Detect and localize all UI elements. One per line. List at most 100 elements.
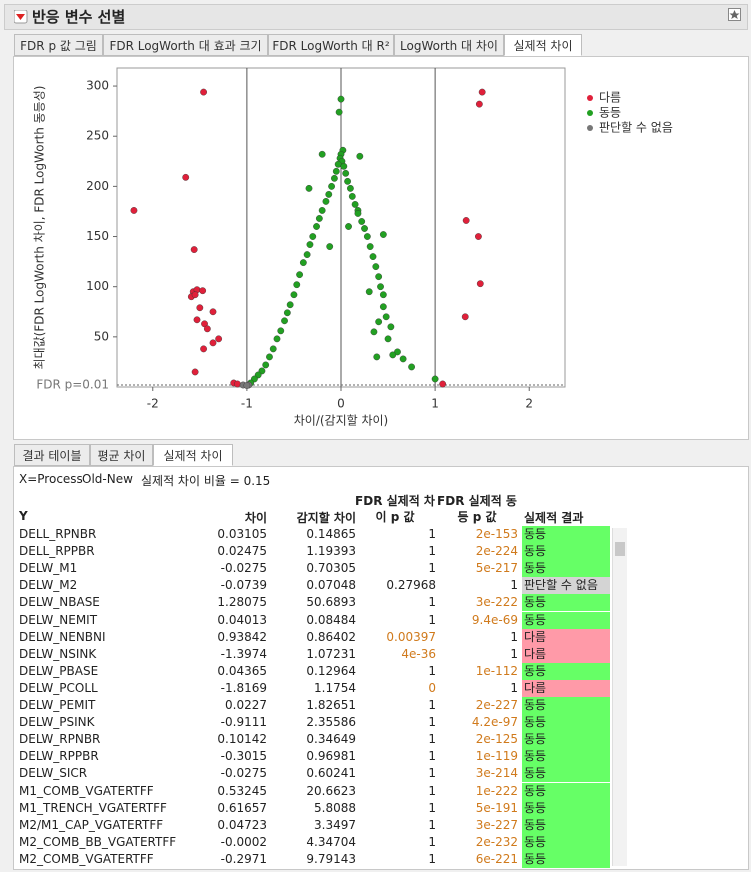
cell: DELW_SICR xyxy=(19,766,88,781)
point xyxy=(269,345,277,353)
point xyxy=(130,207,138,214)
cell: 1 xyxy=(428,834,436,849)
point xyxy=(290,291,298,299)
point xyxy=(342,169,350,177)
tab[interactable]: FDR p 값 그림 xyxy=(14,34,103,56)
tab[interactable]: FDR LogWorth 대 R² xyxy=(268,34,394,56)
x-tick-label: -1 xyxy=(241,397,253,411)
cell: -0.0739 xyxy=(220,578,267,593)
y-tick-label: 300 xyxy=(86,79,109,93)
point xyxy=(200,345,207,353)
cell: 0.34649 xyxy=(306,732,356,747)
cell: 0 xyxy=(428,680,436,695)
point xyxy=(277,327,285,335)
cell: 1 xyxy=(510,578,518,593)
cell: 1e-119 xyxy=(475,749,518,764)
point xyxy=(196,304,204,312)
point xyxy=(379,231,387,238)
point xyxy=(375,318,383,326)
cell: 3e-227 xyxy=(475,817,518,832)
result-cell: 동등 xyxy=(522,799,610,817)
cell: 9.79143 xyxy=(306,851,356,866)
cell: -1.8169 xyxy=(220,680,267,695)
tab[interactable]: 실제적 차이 xyxy=(153,444,233,466)
point xyxy=(382,313,390,321)
x-tick-label: -2 xyxy=(147,397,159,411)
column-header: 차이 xyxy=(244,511,267,525)
column-header: FDR 실제적 동등 p 값 xyxy=(437,494,517,524)
cell: 1 xyxy=(428,783,436,798)
cell: 2e-125 xyxy=(475,732,518,747)
point xyxy=(306,241,314,248)
cell: -0.2971 xyxy=(220,851,267,866)
tab[interactable]: FDR LogWorth 대 효과 크기 xyxy=(103,34,268,56)
cell: -0.0275 xyxy=(220,561,267,576)
point xyxy=(200,88,207,96)
table-info: Old-New xyxy=(82,472,133,486)
scroll-thumb[interactable] xyxy=(615,542,625,556)
result-cell: 다름 xyxy=(522,628,610,646)
point xyxy=(299,259,307,267)
point xyxy=(315,215,323,222)
cell: DELL_RPPBR xyxy=(19,544,95,559)
cell: 6e-221 xyxy=(475,851,518,866)
cell: 0.60241 xyxy=(306,766,356,781)
point xyxy=(372,263,380,271)
legend-label: 동등 xyxy=(599,106,621,120)
point xyxy=(439,380,447,388)
tab[interactable]: 평균 차이 xyxy=(90,444,153,466)
y-tick-label: 150 xyxy=(86,229,109,243)
cell: DELW_PEMIT xyxy=(19,698,96,712)
point xyxy=(286,301,294,309)
result-cell: 동등 xyxy=(522,765,610,783)
cell: 0.70305 xyxy=(306,561,356,576)
column-header: FDR 실제적 차이 p 값 xyxy=(355,494,435,524)
cell: 0.86402 xyxy=(306,629,356,644)
point xyxy=(475,233,482,240)
tab[interactable]: 결과 테이블 xyxy=(14,444,90,466)
tab[interactable]: LogWorth 대 차이 xyxy=(394,34,504,56)
cell: 1 xyxy=(428,851,436,866)
point xyxy=(283,309,291,317)
cell: 1 xyxy=(510,680,518,695)
column-header: 감지할 차이 xyxy=(296,511,356,525)
scrollbar[interactable] xyxy=(612,528,627,866)
point xyxy=(325,190,333,198)
point xyxy=(365,288,373,296)
result-cell: 동등 xyxy=(522,697,610,714)
point xyxy=(478,88,486,96)
menu-icon[interactable] xyxy=(728,8,742,22)
table-info: 실제적 차이 비율 = 0.15 xyxy=(141,474,271,488)
cell: 0.53245 xyxy=(217,783,267,798)
cell: 2e-153 xyxy=(475,527,518,541)
point xyxy=(293,281,301,289)
point xyxy=(328,182,335,190)
point xyxy=(337,95,345,103)
cell: 1 xyxy=(428,561,436,576)
point xyxy=(361,225,368,232)
cell: 0.96981 xyxy=(306,749,356,764)
cell: 1 xyxy=(428,527,436,541)
point xyxy=(379,291,387,299)
cell: DELW_PSINK xyxy=(19,715,95,730)
cell: 1 xyxy=(510,629,518,644)
y-axis-title: 최대값(FDR LogWorth 차이, FDR LogWorth 동등성) xyxy=(33,86,47,370)
disclosure-icon[interactable] xyxy=(14,10,28,24)
point xyxy=(399,355,407,363)
cell: 1.1754 xyxy=(314,680,356,695)
tab[interactable]: 실제적 차이 xyxy=(504,34,582,56)
table-info: X=Process xyxy=(19,472,83,486)
cell: 0.61657 xyxy=(217,800,267,815)
cell: 1.19393 xyxy=(306,544,356,559)
cell: 2e-224 xyxy=(475,544,518,559)
cell: 1 xyxy=(428,732,436,747)
point xyxy=(389,351,397,359)
point xyxy=(191,291,199,299)
cell: 0.0227 xyxy=(225,698,267,712)
cell: 1 xyxy=(428,715,436,730)
point xyxy=(344,177,351,185)
cell: DELW_NBASE xyxy=(19,595,100,610)
point xyxy=(262,361,270,369)
cell: 5.8088 xyxy=(314,800,356,815)
